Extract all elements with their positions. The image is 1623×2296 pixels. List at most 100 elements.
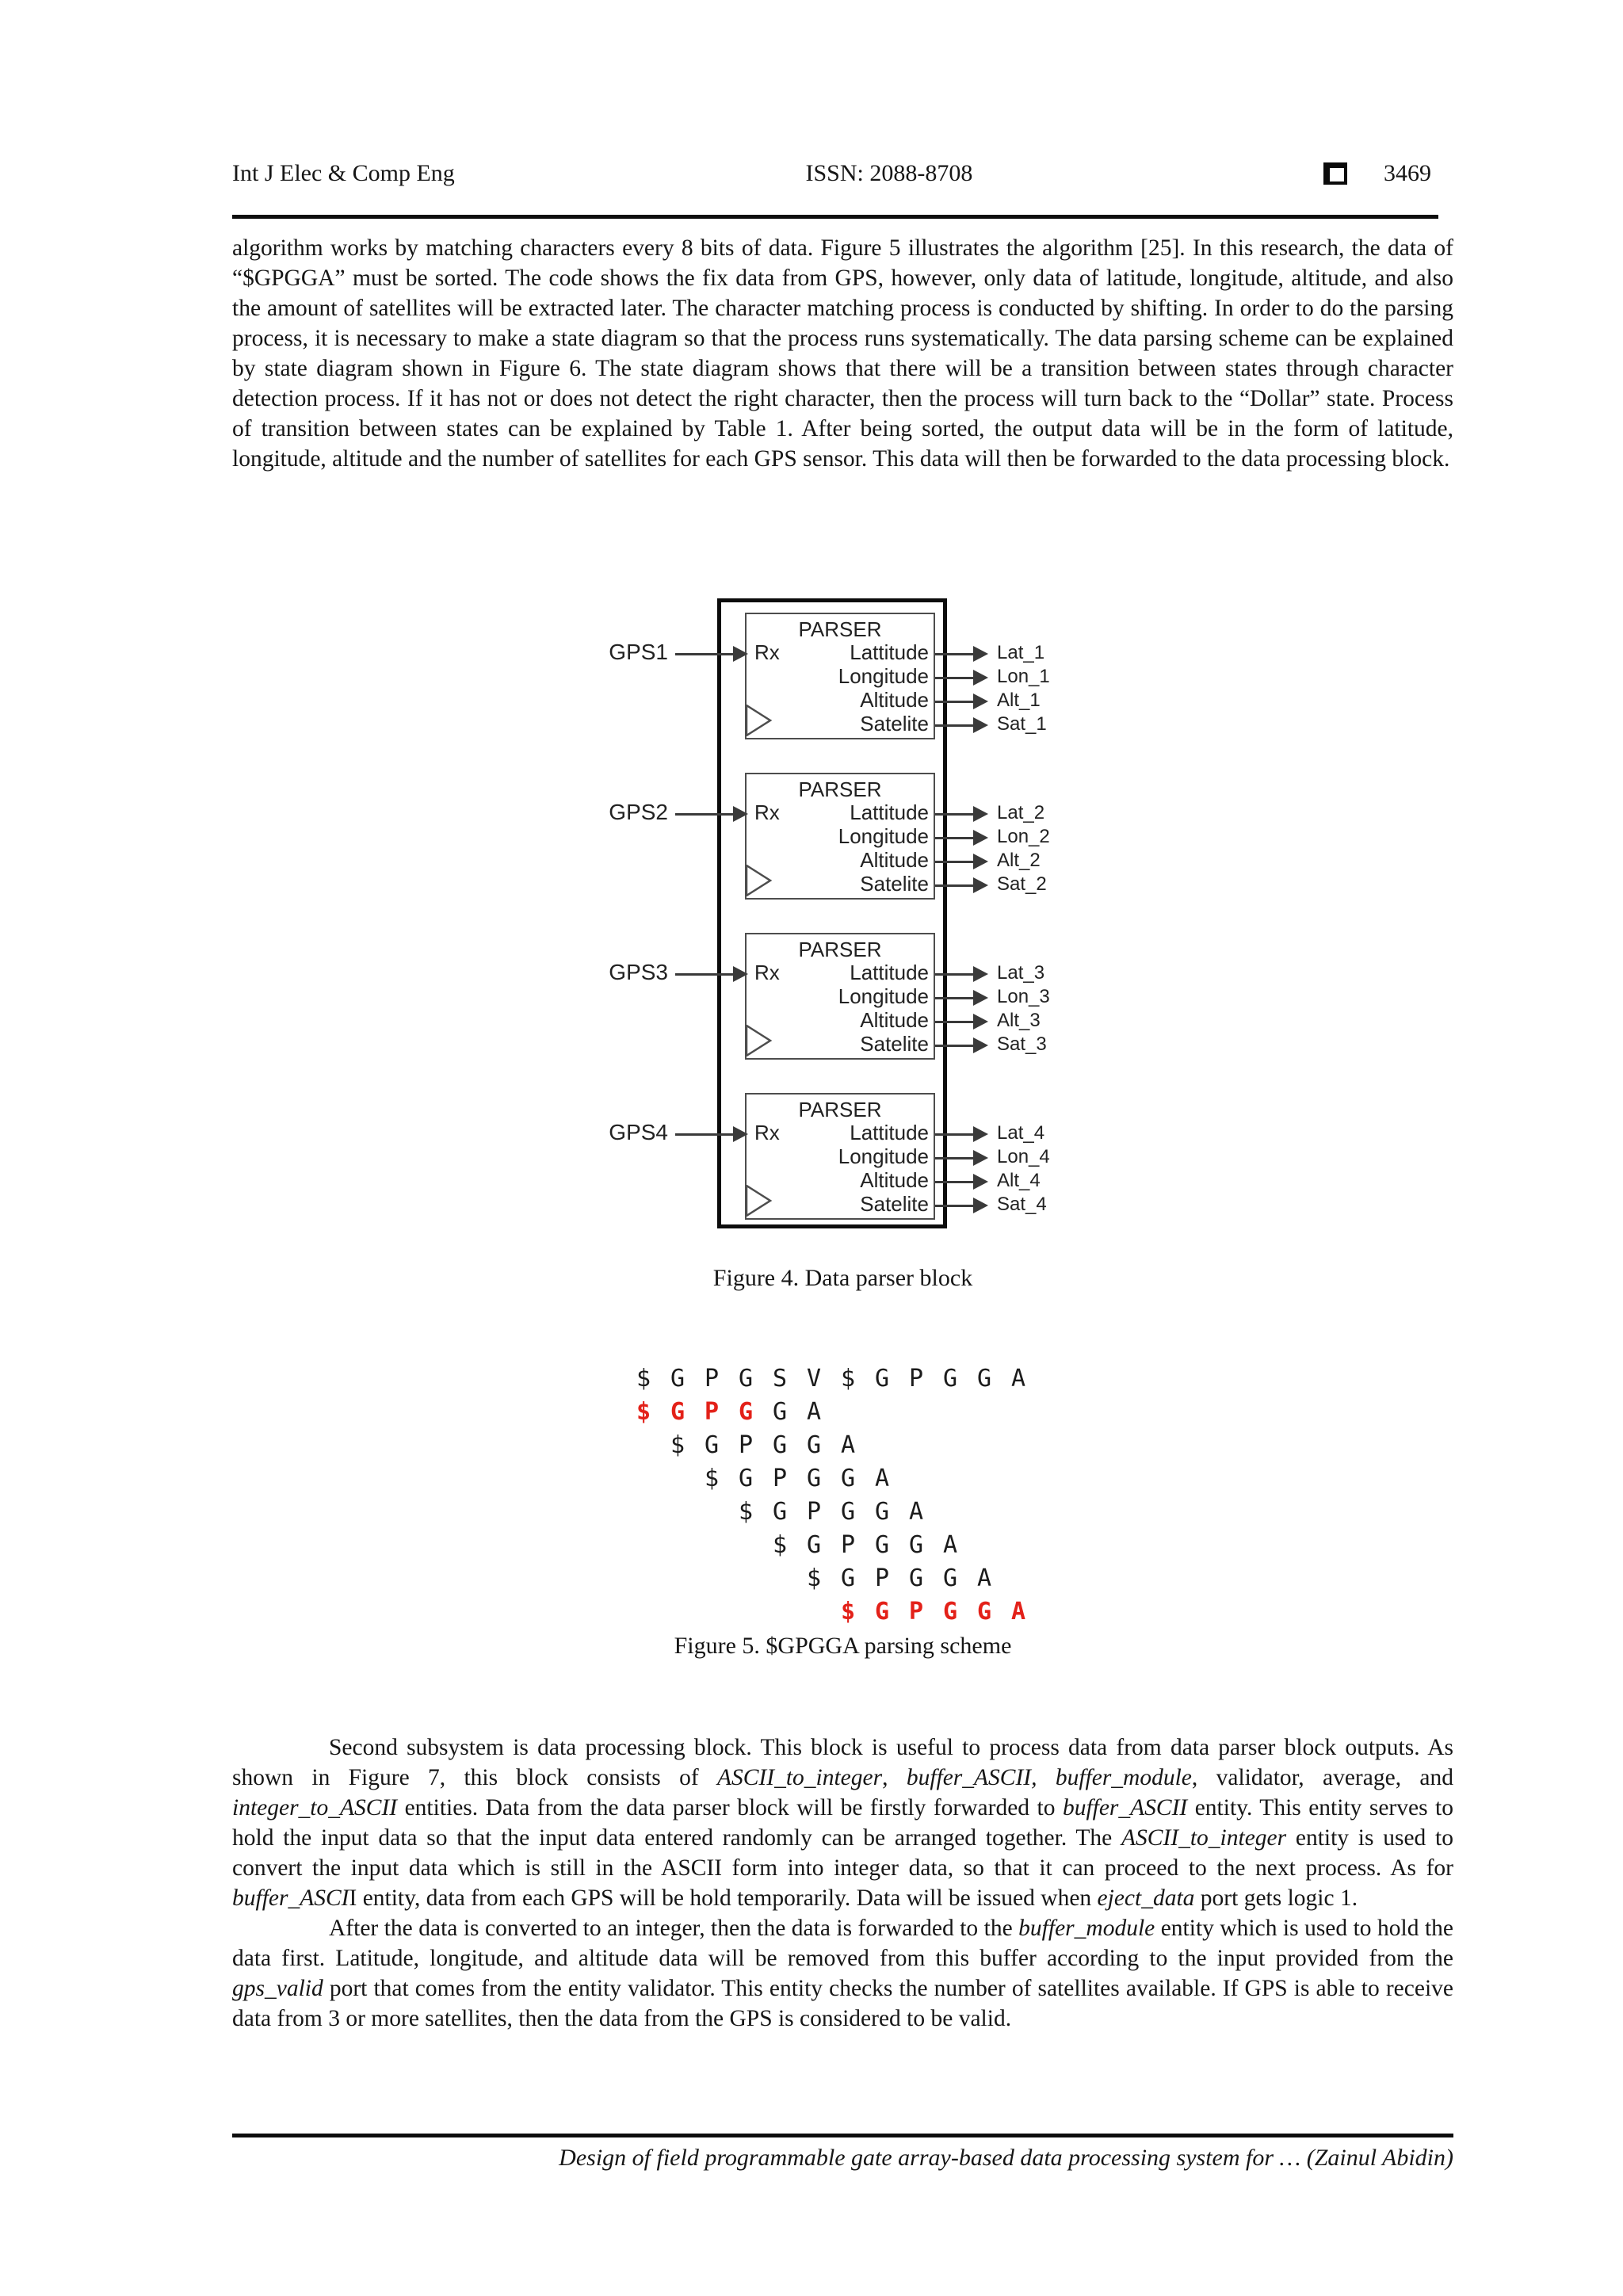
port-label: Longitude: [838, 824, 929, 848]
gps-input-label: GPS3: [609, 960, 668, 984]
body-text-run: entities. Data from the data parser bloc…: [397, 1795, 1063, 1820]
input-wire: [675, 1133, 733, 1136]
grid-cell: P: [909, 1598, 924, 1626]
entity-name-italic: integer_to_ASCII: [232, 1795, 398, 1820]
output-signal-label: Lat_1: [997, 642, 1045, 663]
body-text-run: entity which is used to hold the data fi…: [232, 1916, 1453, 1971]
output-wire: [935, 813, 973, 816]
output-signal-label: Sat_4: [997, 1194, 1047, 1215]
output-wire: [935, 724, 973, 727]
output-arrowhead: [973, 693, 988, 709]
body-text-run: entity is used to convert the input data…: [232, 1825, 1453, 1881]
output-wire: [935, 1021, 973, 1023]
grid-cell: P: [705, 1365, 720, 1392]
grid-cell: G: [909, 1564, 924, 1592]
grid-cell: $: [636, 1365, 651, 1392]
grid-cell: $: [705, 1465, 720, 1492]
grid-cell: G: [875, 1531, 890, 1559]
body-text-run: , validator, average, and: [1191, 1765, 1453, 1790]
gps-input-label: GPS2: [609, 800, 668, 824]
grid-cell: G: [705, 1431, 720, 1459]
output-arrowhead: [973, 1014, 988, 1030]
grid-cell: $: [841, 1365, 856, 1392]
grid-cell: P: [909, 1365, 924, 1392]
grid-cell: $: [670, 1431, 685, 1459]
grid-cell: G: [739, 1465, 754, 1492]
grid-cell: $: [807, 1564, 822, 1592]
output-arrowhead: [973, 854, 988, 869]
clock-triangle-icon: [745, 1023, 773, 1058]
entity-name-italic: buffer_ASCII: [1062, 1795, 1188, 1820]
port-label: Lattitude: [850, 961, 929, 984]
grid-cell: G: [739, 1398, 754, 1426]
body-text-run: ,: [882, 1765, 907, 1790]
output-signal-label: Alt_3: [997, 1010, 1041, 1031]
grid-cell: G: [875, 1365, 890, 1392]
entity-name-italic: buffer_ASCI: [232, 1885, 349, 1911]
grid-cell: G: [773, 1498, 788, 1526]
grid-cell: G: [841, 1498, 856, 1526]
body-text-run: After the data is converted to an intege…: [329, 1916, 1019, 1941]
output-wire: [935, 1133, 973, 1136]
clock-triangle-icon: [745, 703, 773, 738]
rx-label: Rx: [754, 1121, 780, 1144]
parser-box: [745, 613, 935, 739]
grid-cell: G: [841, 1465, 856, 1492]
output-arrowhead: [973, 806, 988, 822]
output-arrowhead: [973, 1198, 988, 1213]
output-signal-label: Alt_2: [997, 850, 1041, 871]
grid-row: $ G P G G A: [705, 1465, 909, 1493]
entity-name-italic: buffer_module: [1018, 1916, 1155, 1941]
grid-cell: A: [1011, 1365, 1026, 1392]
grid-cell: G: [807, 1431, 822, 1459]
grid-cell: A: [841, 1431, 856, 1459]
grid-cell: P: [773, 1465, 788, 1492]
input-arrowhead: [733, 646, 748, 662]
port-label: Lattitude: [850, 640, 929, 664]
entity-name-italic: eject_data: [1097, 1885, 1195, 1911]
parser-outer-box: [717, 598, 947, 1228]
output-wire: [935, 1205, 973, 1207]
grid-cell: $: [739, 1498, 754, 1526]
input-wire: [675, 653, 733, 655]
grid-cell: G: [875, 1598, 890, 1626]
input-wire: [675, 973, 733, 976]
output-signal-label: Sat_2: [997, 873, 1047, 895]
output-wire: [935, 973, 973, 976]
figure4-caption: Figure 4. Data parser block: [712, 1265, 973, 1291]
output-signal-label: Lon_4: [997, 1146, 1050, 1167]
output-wire: [935, 884, 973, 887]
parser-box: [745, 773, 935, 900]
header-rule: [232, 215, 1438, 219]
output-wire: [935, 677, 973, 679]
body-text-run: entity. This entity serves to hold the i…: [232, 1795, 1453, 1851]
output-wire: [935, 1157, 973, 1159]
grid-cell: G: [977, 1598, 992, 1626]
output-arrowhead: [973, 1126, 988, 1142]
grid-cell: A: [977, 1564, 992, 1592]
output-arrowhead: [973, 670, 988, 686]
grid-cell: $: [841, 1598, 856, 1626]
grid-cell: $: [773, 1531, 788, 1559]
grid-cell: G: [909, 1531, 924, 1559]
figure5-grid: $ G P G S V $ G P G G A $ G P G G A $ G P G G A $ G P G G A $ G P G G A $ G P G…: [636, 1365, 1191, 1634]
output-arrowhead: [973, 966, 988, 982]
grid-cell: V: [807, 1365, 822, 1392]
port-label: Satelite: [860, 1032, 929, 1056]
grid-cell: A: [1011, 1598, 1026, 1626]
page-number: 3469: [1384, 160, 1431, 186]
page-header: Int J Elec & Comp Eng ISSN: 2088-8708 34…: [232, 155, 1453, 192]
output-signal-label: Alt_1: [997, 690, 1041, 711]
output-signal-label: Lat_3: [997, 962, 1045, 984]
entity-name-italic: ASCII_to_integer: [1121, 1825, 1287, 1851]
output-arrowhead: [973, 1174, 988, 1190]
footer-running-title: Design of field programmable gate array-…: [559, 2145, 1453, 2171]
grid-cell: G: [739, 1365, 754, 1392]
shadowed-square-icon: [1323, 162, 1347, 185]
paragraph-1: algorithm works by matching characters e…: [232, 233, 1453, 474]
body-text-block: Second subsystem is data processing bloc…: [232, 1733, 1453, 2034]
grid-cell: G: [807, 1531, 822, 1559]
grid-cell: G: [773, 1398, 788, 1426]
grid-cell: G: [875, 1498, 890, 1526]
port-label: Altitude: [860, 1168, 929, 1192]
